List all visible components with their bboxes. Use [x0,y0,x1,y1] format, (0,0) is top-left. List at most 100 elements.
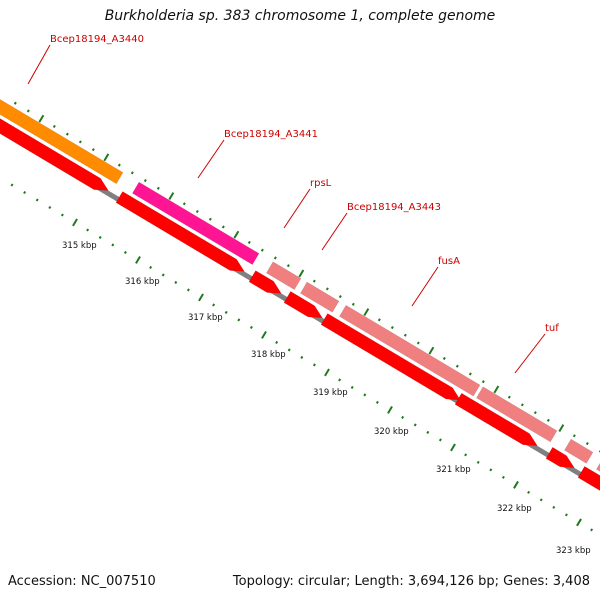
gene-bar[interactable] [266,261,302,290]
minor-tick [351,302,355,306]
minor-tick [377,318,381,322]
label-leader-line [27,44,51,85]
kbp-label: 323 kbp [556,546,591,556]
label-leader-line [197,139,225,179]
minor-tick [552,505,556,509]
major-tick [233,230,240,239]
minor-tick [273,256,277,260]
minor-tick [507,395,511,399]
gene-bar[interactable] [596,458,600,499]
gene-bar[interactable] [300,281,340,313]
gene-bar[interactable] [476,386,558,443]
minor-tick [468,372,472,376]
minor-tick [186,288,190,292]
major-tick [324,368,330,377]
gene-bar[interactable] [339,304,481,397]
minor-tick [143,179,147,183]
minor-tick [212,303,216,307]
label-leader-line [283,188,311,229]
minor-tick [403,333,407,337]
gene-bar[interactable] [564,438,594,464]
major-tick [261,330,267,339]
minor-tick [546,418,550,422]
minor-tick [312,363,316,367]
gene-label[interactable]: rpsL [310,178,332,189]
minor-tick [156,186,160,190]
minor-tick [52,124,56,128]
minor-tick [275,340,279,344]
minor-tick [65,132,69,136]
minor-tick [237,318,241,322]
minor-tick [208,217,212,221]
minor-tick [585,442,589,446]
cds-arrow[interactable] [283,291,323,319]
minor-tick [413,423,417,427]
minor-tick [312,279,316,283]
minor-tick [363,393,367,397]
minor-tick [149,265,153,270]
gene-labels: Bcep18194_A3440 Bcep18194_A3441 rpsL Bcep18… [27,34,559,374]
minor-tick [539,498,543,502]
label-leader-line [411,266,439,307]
kbp-label: 319 kbp [313,388,348,398]
minor-tick [416,341,420,345]
gene-label[interactable]: tuf [545,323,559,334]
minor-tick [564,513,568,517]
major-tick [576,518,582,527]
cds-arrow[interactable] [248,270,282,294]
minor-tick [590,528,594,532]
major-tick [298,269,305,278]
gene-bar[interactable] [132,181,260,265]
minor-tick [35,198,39,202]
kbp-label: 320 kbp [374,427,409,437]
minor-tick [489,468,493,472]
cds-arrow[interactable] [545,446,575,469]
gene-label[interactable]: Bcep18194_A3440 [50,34,144,45]
minor-tick [26,109,30,113]
cds-arrow[interactable] [0,103,109,191]
minor-tick [464,453,468,457]
gene-label[interactable]: Bcep18194_A3443 [347,202,441,213]
minor-tick [123,250,127,255]
minor-tick [91,148,95,152]
minor-tick [520,403,524,407]
kbp-label: 321 kbp [436,465,471,475]
minor-tick [533,411,537,415]
major-tick [558,424,565,433]
major-tick [363,308,370,317]
minor-tick [481,380,485,384]
minor-tick [527,490,531,494]
minor-tick [325,287,329,291]
gene-label[interactable]: fusA [438,256,460,267]
kbp-label: 315 kbp [62,241,97,251]
minor-tick [111,243,115,247]
major-tick [450,443,456,452]
minor-tick [98,235,102,240]
minor-tick [195,209,199,214]
minor-tick [174,280,178,285]
minor-tick [48,205,52,210]
cds-arrow[interactable] [320,313,461,401]
inner-tick-track [10,183,594,532]
major-tick [72,218,78,227]
minor-tick [426,430,430,434]
cds-arrow[interactable] [577,466,600,510]
minor-tick [249,325,253,329]
gene-bar[interactable] [0,89,124,185]
label-leader-line [321,212,348,251]
minor-tick [287,348,291,352]
gene-label[interactable]: Bcep18194_A3441 [224,129,318,140]
minor-tick [442,356,446,361]
cds-arrow[interactable] [115,191,245,272]
minor-tick [350,385,354,389]
minor-tick [224,310,228,314]
minor-tick [10,183,14,187]
genome-summary: Topology: circular; Length: 3,694,126 bp… [232,574,590,589]
accession-text: Accession: NC_007510 [8,574,156,589]
kbp-label: 317 kbp [188,313,223,323]
map-title: Burkholderia sp. 383 chromosome 1, compl… [104,8,496,24]
cds-arrow[interactable] [454,392,538,447]
major-tick [168,192,175,200]
minor-tick [86,228,90,232]
